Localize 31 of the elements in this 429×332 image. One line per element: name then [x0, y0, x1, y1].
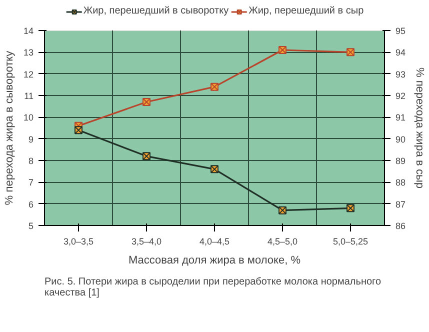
legend-label: Жир, перешедший в сыр — [248, 6, 364, 16]
x-tick-label: 5,0–5,25 — [332, 236, 368, 246]
y2-tick-label: 94 — [396, 48, 406, 58]
y2-tick-label: 87 — [396, 199, 406, 210]
y-tick-label: 12 — [23, 69, 34, 80]
y-axis-title: % перехода жира в сыворотку — [3, 50, 16, 206]
y-tick-label: 6 — [28, 199, 34, 210]
y-tick-label: 13 — [23, 48, 34, 58]
y-tick-label: 8 — [28, 156, 34, 166]
y2-tick-label: 91 — [396, 112, 406, 123]
x-tick-label: 3,0–3,5 — [63, 236, 94, 246]
y-tick-label: 9 — [28, 134, 34, 144]
y2-axis-title: % перехода жира в сыр — [414, 68, 426, 188]
y2-tick-label: 88 — [396, 178, 406, 188]
y-tick-label: 11 — [24, 91, 34, 101]
y2-tick-label: 90 — [396, 134, 406, 144]
y2-tick-label: 93 — [396, 69, 406, 80]
y-tick-label: 14 — [23, 26, 34, 36]
y2-tick-label: 86 — [396, 221, 406, 231]
legend-label: Жир, перешедший в сыворотку — [83, 6, 229, 16]
y2-tick-label: 92 — [396, 91, 406, 101]
text: Рис. 5. Потери жира в сыроделии при переработке молока нормального качества [1] — [44, 276, 382, 298]
y2-tick-label: 95 — [396, 26, 406, 36]
y-tick-label: 7 — [28, 178, 34, 188]
x-axis-title: Массовая доля жира в молоке, % — [128, 254, 301, 266]
x-tick-label: 4,0–4,5 — [199, 236, 230, 246]
y2-tick-label: 89 — [396, 156, 406, 166]
x-tick-label: 4,5–5,0 — [267, 236, 298, 246]
x-tick-label: 3,5–4,0 — [131, 236, 162, 246]
y-tick-label: 10 — [23, 112, 34, 123]
y-tick-label: 5 — [28, 221, 34, 231]
